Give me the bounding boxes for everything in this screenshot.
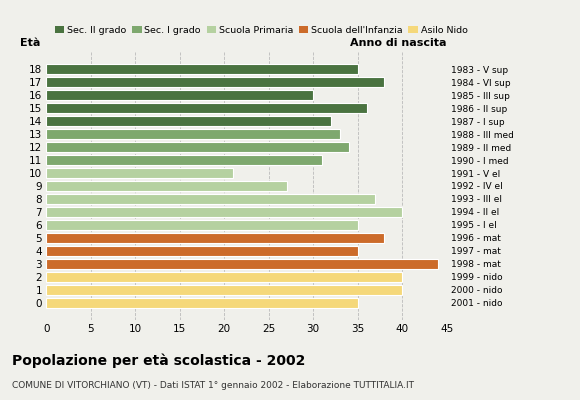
Bar xyxy=(46,194,375,204)
Bar xyxy=(46,259,438,269)
Text: Popolazione per età scolastica - 2002: Popolazione per età scolastica - 2002 xyxy=(12,354,305,368)
Bar xyxy=(46,298,358,308)
Bar xyxy=(46,181,287,191)
Legend: Sec. II grado, Sec. I grado, Scuola Primaria, Scuola dell'Infanzia, Asilo Nido: Sec. II grado, Sec. I grado, Scuola Prim… xyxy=(51,22,472,39)
Text: COMUNE DI VITORCHIANO (VT) - Dati ISTAT 1° gennaio 2002 - Elaborazione TUTTITALI: COMUNE DI VITORCHIANO (VT) - Dati ISTAT … xyxy=(12,381,414,390)
Bar xyxy=(46,90,313,100)
Bar xyxy=(46,103,367,113)
Bar xyxy=(46,77,385,87)
Bar xyxy=(46,207,402,217)
Bar xyxy=(46,129,340,139)
Text: Anno di nascita: Anno di nascita xyxy=(350,38,447,48)
Bar xyxy=(46,285,402,295)
Text: Età: Età xyxy=(20,38,41,48)
Bar xyxy=(46,246,358,256)
Bar xyxy=(46,220,358,230)
Bar xyxy=(46,168,233,178)
Bar xyxy=(46,233,385,243)
Bar xyxy=(46,155,322,165)
Bar xyxy=(46,116,331,126)
Bar xyxy=(46,142,349,152)
Bar xyxy=(46,272,402,282)
Bar xyxy=(46,64,358,74)
